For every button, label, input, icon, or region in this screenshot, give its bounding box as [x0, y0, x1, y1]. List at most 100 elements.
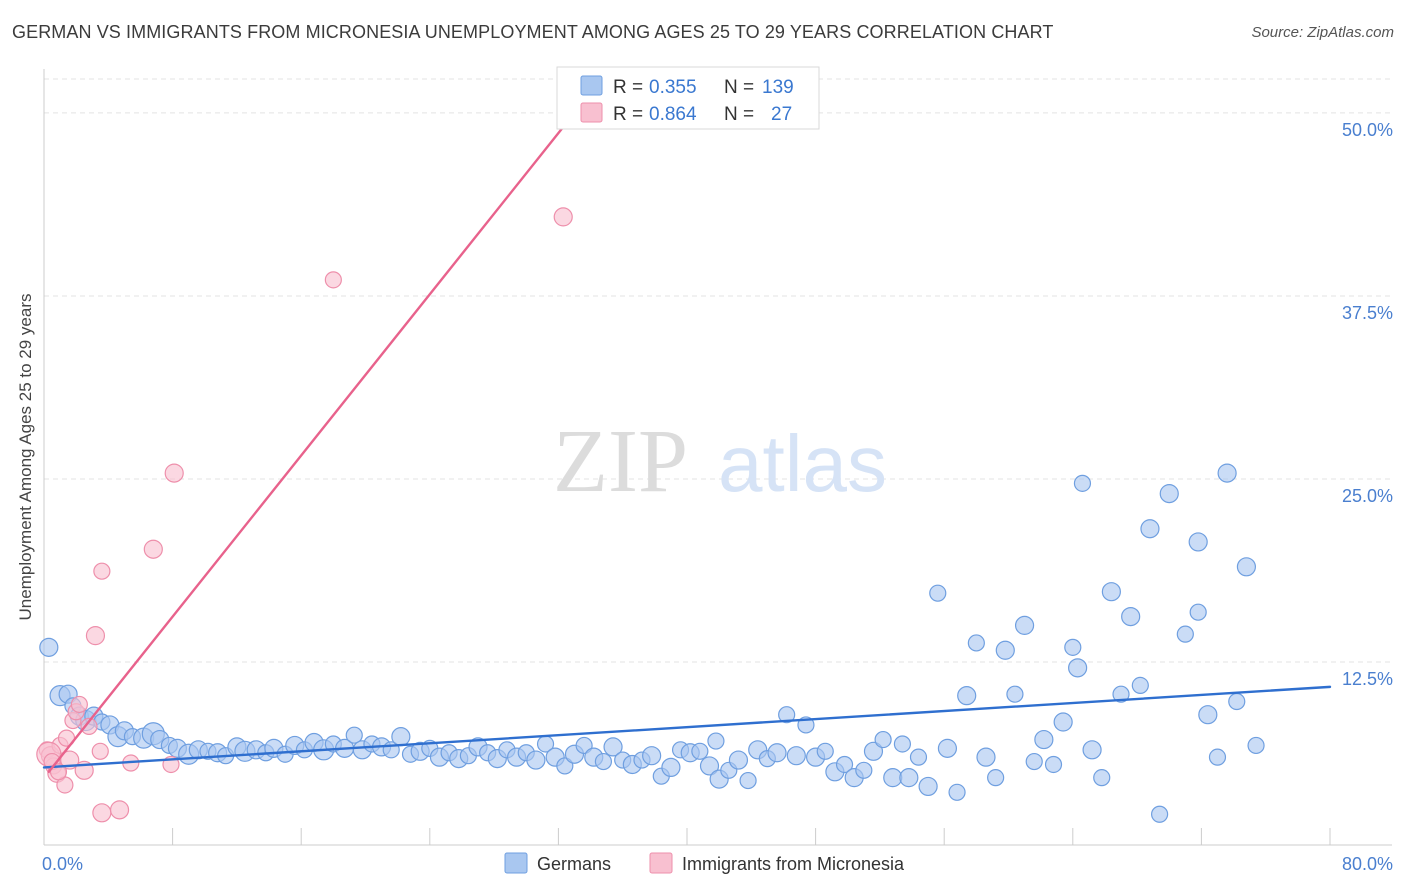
legend-germans-label: Germans: [537, 854, 611, 874]
german-point: [786, 746, 806, 766]
german-point: [1217, 463, 1237, 483]
micronesia-n-value: 27: [771, 104, 792, 125]
german-point: [937, 738, 958, 758]
y-axis-label: Unemployment Among Ages 25 to 29 years: [16, 294, 35, 621]
german-n-value: 139: [762, 77, 794, 98]
x-tick-label: 0.0%: [42, 854, 83, 874]
watermark-zip: ZIP: [553, 412, 688, 511]
source-label: Source: ZipAtlas.com: [1251, 24, 1394, 41]
german-point: [1093, 769, 1111, 787]
german-trend-line: [42, 685, 1332, 769]
micronesia-point: [70, 695, 88, 714]
german-point: [778, 706, 796, 724]
micronesia-point: [91, 742, 109, 760]
german-point: [1140, 519, 1160, 539]
y-tick-label: 50.0%: [1342, 120, 1393, 140]
german-point: [661, 757, 681, 778]
data-points: [36, 207, 1265, 823]
x-tick-label: 80.0%: [1342, 854, 1393, 874]
micronesia-point: [143, 539, 163, 559]
axes: [43, 69, 1392, 846]
micronesia-trend-line: [47, 111, 576, 773]
german-point: [909, 748, 928, 766]
german-point: [1208, 748, 1227, 766]
micronesia-r-value: 0.864: [649, 104, 697, 125]
german-point: [603, 737, 623, 757]
german-point: [1188, 532, 1208, 552]
german-point: [1247, 736, 1265, 755]
german-point: [1228, 692, 1246, 711]
legend-micronesia-swatch: [649, 852, 673, 874]
german-point: [728, 750, 749, 770]
german-point: [987, 769, 1005, 787]
german-r-value: 0.355: [649, 77, 697, 98]
german-point: [967, 634, 985, 652]
german-point: [976, 747, 996, 767]
german-point: [863, 741, 884, 761]
german-point: [948, 783, 966, 801]
stats-legend: R = 0.355 N = 139 R = 0.864 N = 27: [556, 66, 820, 130]
trend-lines: [42, 111, 1332, 773]
y-tick-label: 12.5%: [1342, 669, 1393, 689]
german-point: [1131, 676, 1149, 695]
micronesia-point: [324, 271, 342, 289]
german-point: [1073, 474, 1092, 492]
german-point: [594, 752, 613, 771]
micronesia-swatch: [580, 102, 603, 123]
german-point: [883, 768, 903, 788]
micronesia-point: [92, 803, 112, 823]
german-point: [1176, 625, 1194, 643]
german-point: [1112, 685, 1130, 703]
german-point: [1236, 557, 1257, 577]
german-point: [893, 735, 912, 753]
german-point: [835, 755, 854, 774]
micronesia-point: [80, 717, 98, 736]
german-point: [929, 584, 947, 602]
german-point: [1034, 729, 1054, 750]
german-point: [1025, 752, 1043, 771]
german-point: [391, 727, 411, 747]
german-point: [642, 746, 662, 766]
german-point: [1006, 685, 1024, 703]
german-point: [816, 742, 834, 760]
series-legend: Germans Immigrants from Micronesia: [504, 852, 905, 874]
german-point: [995, 640, 1015, 660]
german-point: [707, 732, 725, 750]
micronesia-point: [164, 463, 184, 483]
chart-title: GERMAN VS IMMIGRANTS FROM MICRONESIA UNE…: [12, 22, 1054, 42]
german-point: [739, 771, 757, 790]
x-tick-labels: 0.0% 80.0%: [42, 854, 1393, 874]
german-point: [918, 776, 938, 797]
german-point: [767, 743, 787, 763]
german-point: [1189, 603, 1207, 621]
german-point: [899, 768, 919, 788]
german-point: [345, 726, 363, 744]
y-tick-label: 37.5%: [1342, 303, 1393, 323]
german-point: [1151, 805, 1169, 823]
micronesia-r-label: R =: [613, 104, 643, 125]
y-tick-label: 25.0%: [1342, 486, 1393, 506]
micronesia-point: [109, 800, 130, 820]
grid-lines: [44, 78, 1392, 663]
german-point: [1044, 755, 1063, 774]
german-point: [1064, 638, 1082, 656]
german-point: [1101, 582, 1121, 602]
micronesia-n-label: N =: [724, 104, 754, 125]
german-swatch: [580, 75, 603, 96]
german-point: [1082, 740, 1102, 760]
german-point: [699, 756, 720, 776]
german-point: [39, 637, 59, 657]
german-n-label: N =: [724, 77, 754, 98]
german-point: [1121, 606, 1141, 627]
watermark-atlas: atlas: [718, 419, 887, 508]
german-point: [1198, 705, 1218, 725]
german-point: [1159, 484, 1179, 504]
y-tick-labels: 12.5% 25.0% 37.5% 50.0%: [1342, 120, 1393, 689]
micronesia-point: [85, 626, 106, 646]
german-point: [855, 761, 873, 779]
german-point: [1068, 658, 1088, 678]
legend-micronesia-label: Immigrants from Micronesia: [682, 854, 905, 874]
german-point: [1014, 615, 1035, 635]
micronesia-point: [553, 207, 573, 227]
german-point: [691, 742, 709, 760]
